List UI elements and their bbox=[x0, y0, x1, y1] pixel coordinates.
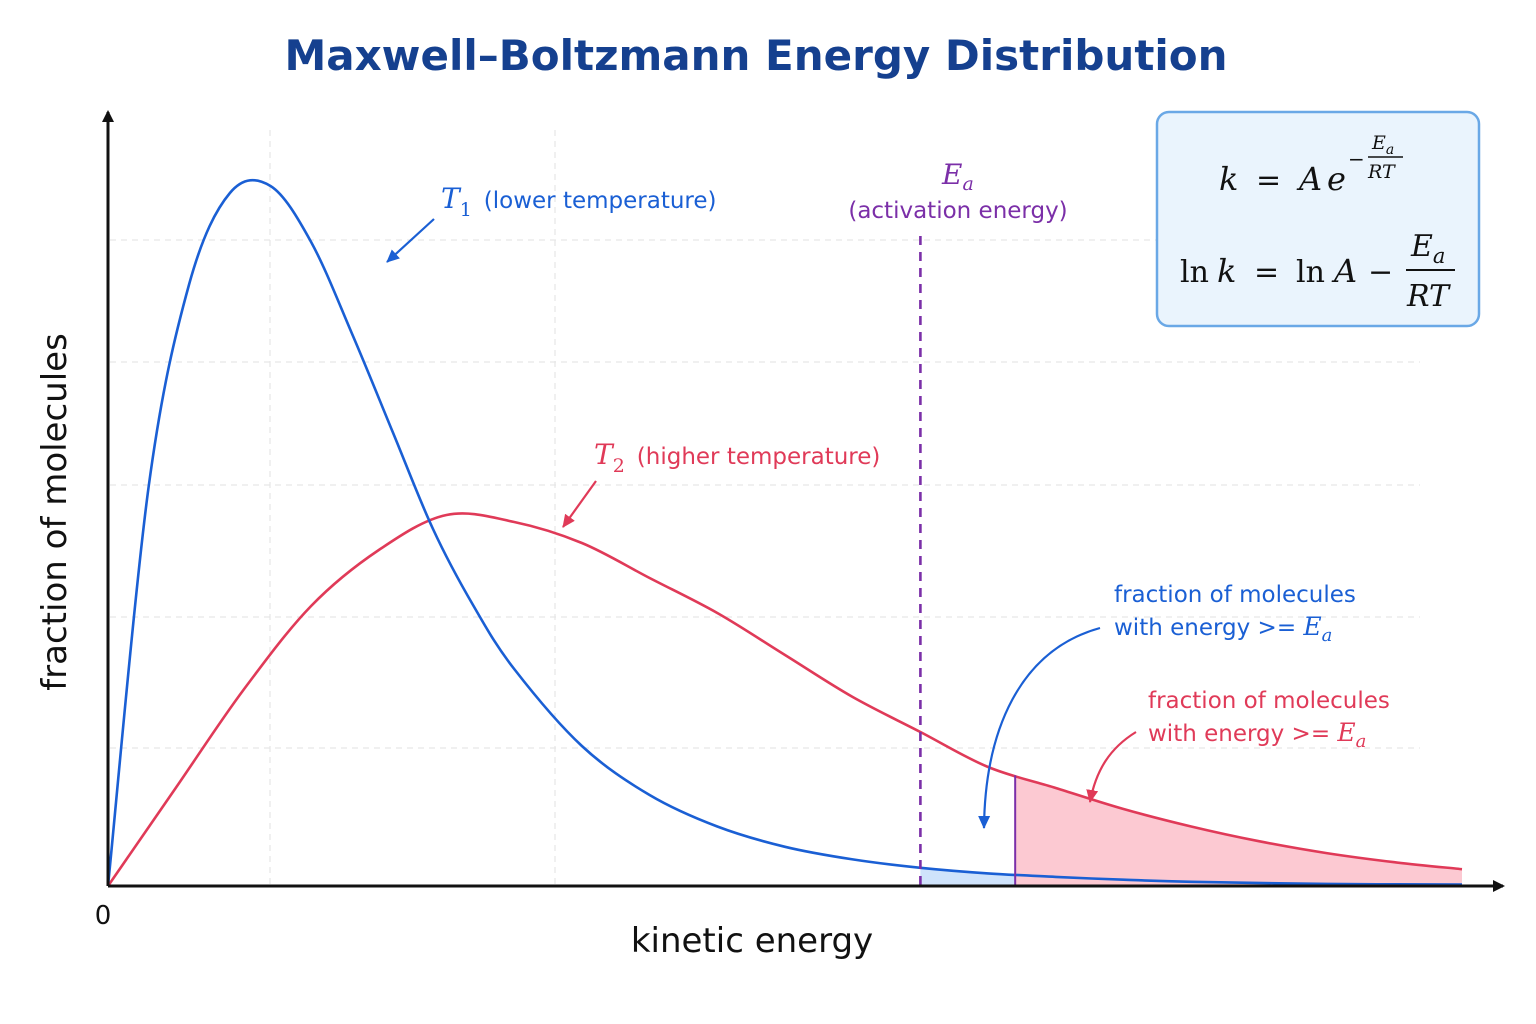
t2-label: T2 (higher temperature) bbox=[594, 438, 880, 477]
eq2-k: k bbox=[1217, 252, 1236, 290]
eq2-equals: = bbox=[1254, 255, 1279, 290]
ea-label: (activation energy) bbox=[848, 198, 1067, 224]
t2-arrow bbox=[562, 480, 597, 528]
t2-fraction-arrow bbox=[1086, 731, 1137, 803]
equation-box-frame bbox=[1155, 110, 1481, 328]
arrhenius-equation: k = A e − Ea RT bbox=[1219, 132, 1403, 198]
eq1-equals: = bbox=[1256, 163, 1281, 198]
ea-annotation: Ea (activation energy) bbox=[848, 158, 1067, 224]
equation-box: k = A e − Ea RT ln k = ln A − Ea RT bbox=[1155, 110, 1481, 328]
t1-shaded-area bbox=[920, 867, 1016, 886]
t2-curve bbox=[106, 512, 1463, 887]
t1-fraction-line1: fraction of molecules bbox=[1114, 582, 1356, 608]
eq1-e: e bbox=[1327, 160, 1346, 198]
t2-shaded-area bbox=[1015, 775, 1462, 886]
t1-arrow bbox=[386, 218, 435, 263]
t1-annotation: T1 (lower temperature) bbox=[386, 182, 717, 263]
t2-fraction-line1: fraction of molecules bbox=[1148, 688, 1390, 714]
y-axis-label: fraction of molecules bbox=[35, 333, 75, 691]
eq1-exp-minus: − bbox=[1348, 147, 1365, 171]
eq1-exp-numerator: Ea bbox=[1371, 132, 1394, 158]
ea-symbol: Ea bbox=[941, 158, 974, 195]
t2-annotation: T2 (higher temperature) bbox=[562, 438, 880, 528]
t2-fraction-annotation: fraction of molecules with energy >= Ea bbox=[1086, 688, 1390, 803]
eq1-k: k bbox=[1219, 160, 1238, 198]
eq1-exp-denominator: RT bbox=[1367, 161, 1396, 183]
t1-label: T1 (lower temperature) bbox=[441, 182, 717, 221]
eq2-minus: − bbox=[1368, 255, 1393, 290]
chart-title: Maxwell–Boltzmann Energy Distribution bbox=[284, 31, 1227, 80]
eq2-ln1: ln bbox=[1180, 255, 1209, 290]
t1-fraction-annotation: fraction of molecules with energy >= Ea bbox=[978, 582, 1356, 829]
eq1-A: A bbox=[1296, 160, 1322, 198]
x-tick-label-origin: 0 bbox=[95, 901, 112, 931]
eq2-ln2: ln bbox=[1296, 255, 1325, 290]
log-arrhenius-equation: ln k = ln A − Ea RT bbox=[1180, 229, 1455, 314]
eq2-A: A bbox=[1331, 252, 1357, 290]
eq2-numerator: Ea bbox=[1410, 229, 1445, 268]
t2-fraction-line2: with energy >= Ea bbox=[1148, 718, 1366, 752]
x-axis-label: kinetic energy bbox=[631, 921, 873, 961]
t1-fraction-arrow bbox=[978, 626, 1101, 829]
eq2-denominator: RT bbox=[1406, 279, 1451, 314]
t1-curve bbox=[106, 179, 1463, 887]
t1-fraction-line2: with energy >= Ea bbox=[1114, 612, 1332, 646]
